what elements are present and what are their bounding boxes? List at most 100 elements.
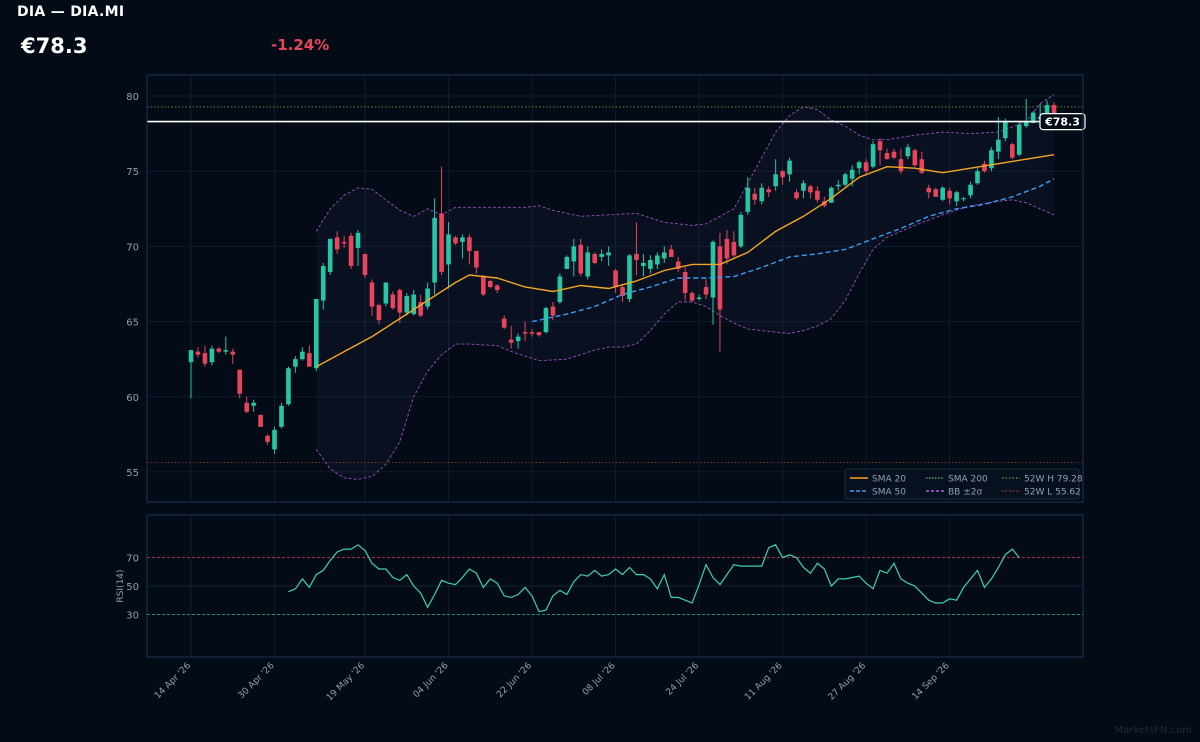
candle-body xyxy=(404,296,410,313)
sma50-line xyxy=(531,178,1055,323)
y-tick-label: 60 xyxy=(126,393,139,404)
candle-body xyxy=(745,187,751,212)
candle-body xyxy=(251,402,256,406)
last-price-marker: €78.3 xyxy=(147,113,1086,131)
legend-label-low: 52W L 55.62 xyxy=(1024,488,1081,498)
candle-body xyxy=(383,282,389,304)
x-tick-label: 27 Aug '26 xyxy=(827,661,869,703)
candle-body xyxy=(877,141,883,151)
candle-body xyxy=(481,276,486,295)
candle-body xyxy=(961,198,966,200)
legend: SMA 20 SMA 200 52W H 79.28 SMA 50 BB ±2σ 52W … xyxy=(844,468,1083,500)
candle-body xyxy=(460,237,465,242)
candle-body xyxy=(195,351,201,355)
candle-body xyxy=(1023,121,1029,127)
candle-body xyxy=(759,187,765,202)
legend-box xyxy=(844,468,1080,500)
candle-body xyxy=(1016,124,1022,155)
candle-body xyxy=(682,271,688,294)
candle-body xyxy=(494,285,500,291)
candle-body xyxy=(467,237,472,251)
candle-body xyxy=(926,187,932,193)
candle-body xyxy=(1051,105,1057,118)
candle-body xyxy=(1044,105,1050,119)
last-price-box xyxy=(1039,113,1086,131)
candle-body xyxy=(919,159,925,173)
candle-body xyxy=(320,265,326,301)
candle-body xyxy=(272,429,277,450)
price-panel-frame xyxy=(146,74,1084,503)
x-tick-label: 04 Jun '26 xyxy=(412,661,451,700)
candle-body xyxy=(453,237,458,244)
candle-body xyxy=(661,252,667,259)
x-tick-label: 14 Sep '26 xyxy=(911,661,952,702)
x-tick-label: 24 Jul '26 xyxy=(664,661,701,698)
legend-label-high: 52W H 79.28 xyxy=(1024,475,1083,485)
candle-body xyxy=(912,150,918,166)
candle-body xyxy=(675,261,681,269)
candle-body xyxy=(801,183,806,191)
candle-body xyxy=(258,414,263,427)
candle-body xyxy=(982,163,987,172)
candle-body xyxy=(244,402,249,412)
rsi-y-tick-label: 30 xyxy=(126,610,139,621)
candle-body xyxy=(307,353,312,367)
candle-body xyxy=(856,162,862,169)
candle-body xyxy=(543,308,549,333)
moving-averages xyxy=(315,154,1055,368)
candle-body xyxy=(1003,121,1008,139)
x-tick-label: 08 Jul '26 xyxy=(581,661,618,698)
y-tick-label: 55 xyxy=(126,468,139,479)
candle-body xyxy=(787,160,792,175)
candle-body xyxy=(362,253,368,275)
candle-body xyxy=(849,169,855,179)
candle-body xyxy=(369,282,375,307)
candle-body xyxy=(300,351,305,360)
candle-body xyxy=(794,192,799,199)
candle-body xyxy=(341,241,347,244)
candle-body xyxy=(710,241,716,298)
last-price-label: €78.3 xyxy=(1044,116,1080,129)
candle-body xyxy=(216,348,222,352)
x-tick-label: 14 Apr '26 xyxy=(153,661,193,701)
candle-body xyxy=(655,255,660,265)
candle-body xyxy=(474,250,479,268)
legend-label-sma20: SMA 20 xyxy=(872,475,906,485)
candle-body xyxy=(606,252,611,256)
candle-body xyxy=(446,234,451,265)
price-change: -1.24% xyxy=(271,36,330,54)
candle-body xyxy=(668,249,674,257)
candle-body xyxy=(905,147,911,157)
candle-body xyxy=(808,186,813,193)
candle-body xyxy=(968,184,973,196)
current-price: €78.3 xyxy=(21,34,88,58)
candle-body xyxy=(411,294,417,315)
y-tick-label: 70 xyxy=(126,242,139,253)
candle-body xyxy=(585,252,591,277)
candle-body xyxy=(954,192,959,202)
candle-body xyxy=(724,238,730,259)
candle-body xyxy=(432,217,437,283)
candle-body xyxy=(439,213,444,272)
candle-body xyxy=(293,359,298,367)
candlesticks xyxy=(188,99,1057,454)
candle-body xyxy=(829,187,834,203)
candle-body xyxy=(578,244,584,274)
candle-body xyxy=(529,332,535,334)
candle-body xyxy=(599,253,604,257)
candle-body xyxy=(689,293,695,301)
candle-body xyxy=(703,286,709,295)
candle-body xyxy=(515,336,521,342)
candle-body xyxy=(996,139,1001,152)
candle-body xyxy=(641,262,646,266)
candle-body xyxy=(487,280,493,287)
candle-body xyxy=(752,193,758,200)
candle-body xyxy=(334,237,340,250)
candle-body xyxy=(835,184,841,187)
candle-body xyxy=(731,241,737,256)
x-tick-label: 11 Aug '26 xyxy=(743,661,785,703)
candle-body xyxy=(870,144,876,167)
candle-body xyxy=(265,435,270,442)
candle-body xyxy=(1009,144,1015,158)
candle-body xyxy=(634,253,639,260)
